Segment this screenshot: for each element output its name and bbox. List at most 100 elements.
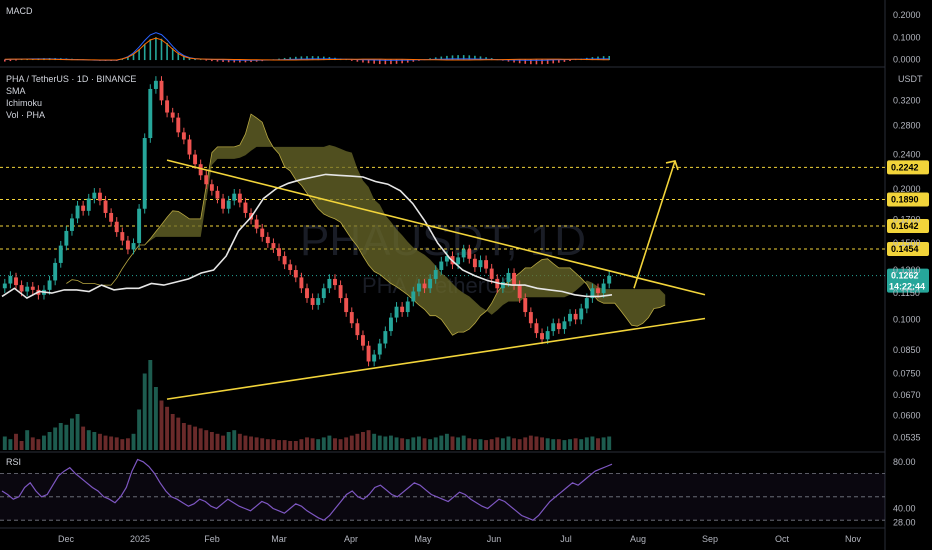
candle-body — [333, 278, 337, 286]
volume-bar — [92, 432, 97, 450]
macd-histogram-bar — [143, 43, 146, 61]
macd-histogram-bar — [216, 59, 219, 62]
level-tag — [887, 219, 929, 234]
candle-body — [349, 312, 354, 324]
macd-histogram-bar — [222, 59, 224, 62]
volume-bar — [265, 439, 270, 450]
macd-histogram-bar — [250, 59, 252, 63]
volume-bar — [551, 439, 556, 450]
volume-bar — [366, 430, 371, 450]
candle-body — [607, 275, 612, 284]
candle-body — [517, 285, 522, 299]
candle-body — [394, 306, 399, 318]
macd-histogram-bar — [194, 58, 196, 61]
volume-bar — [517, 439, 522, 450]
candle-body — [310, 298, 315, 305]
volume-bar — [176, 417, 181, 450]
volume-bar — [405, 439, 410, 450]
time-tick-label: Jun — [487, 534, 502, 544]
candle-body — [58, 245, 63, 263]
macd-histogram-bar — [513, 59, 515, 63]
price-tick-label: 0.0535 — [893, 432, 921, 442]
volume-bar — [209, 432, 214, 450]
candle-body — [316, 298, 321, 305]
volume-bar — [226, 432, 231, 450]
macd-histogram-bar — [183, 55, 185, 61]
volume-bar — [254, 437, 259, 450]
macd-histogram-bar — [132, 54, 135, 61]
macd-histogram-bar — [205, 59, 208, 61]
macd-histogram-bar — [440, 56, 443, 61]
candle-body — [305, 288, 309, 299]
triangle-lower-trendline — [166, 317, 706, 400]
time-tick-label: Feb — [204, 534, 220, 544]
volume-bar — [562, 440, 567, 450]
candle-body — [377, 343, 382, 355]
macd-histogram-bar — [518, 59, 521, 64]
volume-bar — [472, 439, 477, 450]
macd-histogram-bar — [507, 59, 510, 62]
candle-body — [142, 138, 147, 209]
volume-bar — [198, 428, 203, 450]
volume-bar — [47, 432, 52, 450]
volume-bar — [282, 440, 287, 450]
candle-body — [321, 288, 326, 299]
volume-bar — [58, 423, 63, 450]
volume-bar — [596, 438, 600, 450]
candle-body — [204, 175, 209, 185]
volume-bar — [349, 435, 354, 450]
volume-bars — [2, 360, 612, 450]
candle-body — [193, 154, 198, 165]
candle-body — [512, 272, 517, 286]
macd-histogram-bar — [211, 59, 213, 62]
candle-body — [165, 100, 170, 113]
candle-body — [444, 256, 449, 262]
volume-bar — [568, 439, 572, 450]
candle-body — [226, 200, 231, 209]
volume-bar — [8, 439, 13, 450]
volume-bar — [478, 439, 483, 450]
volume-bar — [237, 433, 242, 450]
volume-bar — [484, 440, 489, 450]
candle-body — [170, 112, 175, 118]
candle-body — [601, 283, 606, 294]
price-tick-label: 0.1150 — [893, 288, 920, 298]
candle-body — [584, 298, 589, 309]
volume-bar — [232, 430, 237, 450]
volume-bar — [545, 438, 550, 450]
macd-histogram-bar — [20, 59, 23, 61]
volume-bar — [495, 437, 500, 450]
volume-bar — [383, 436, 388, 450]
volume-bar — [579, 439, 584, 450]
volume-bar — [528, 435, 533, 450]
rsi-tick-label: 80.00 — [893, 457, 916, 467]
time-tick-label: May — [414, 534, 432, 544]
candle-body — [120, 232, 125, 241]
candle-body — [428, 278, 433, 289]
volume-bar — [411, 437, 416, 450]
macd-histogram-bar — [457, 55, 459, 61]
macd-histogram-bar — [367, 59, 370, 64]
time-tick-label: Dec — [58, 534, 75, 544]
macd-histogram-bar — [485, 57, 487, 61]
volume-bar — [19, 441, 24, 450]
volume-bar — [277, 440, 281, 450]
macd-histogram-bar — [138, 49, 140, 61]
candle-body — [254, 219, 259, 229]
candle-body — [221, 198, 226, 209]
volume-bar — [103, 435, 108, 450]
volume-bar — [506, 436, 511, 450]
candle-body — [64, 230, 69, 246]
candle-body — [271, 243, 276, 249]
macd-histogram-bar — [300, 56, 303, 61]
volume-bar — [573, 438, 578, 450]
level-tag-label: 0.2242 — [891, 162, 919, 172]
price-tick-label: 0.1500 — [893, 238, 921, 248]
candle-body — [400, 306, 405, 313]
volume-bar — [461, 435, 466, 450]
macd-histogram-bar — [378, 59, 381, 65]
price-tick-label: 0.0600 — [893, 411, 921, 421]
candle-body — [215, 190, 220, 199]
